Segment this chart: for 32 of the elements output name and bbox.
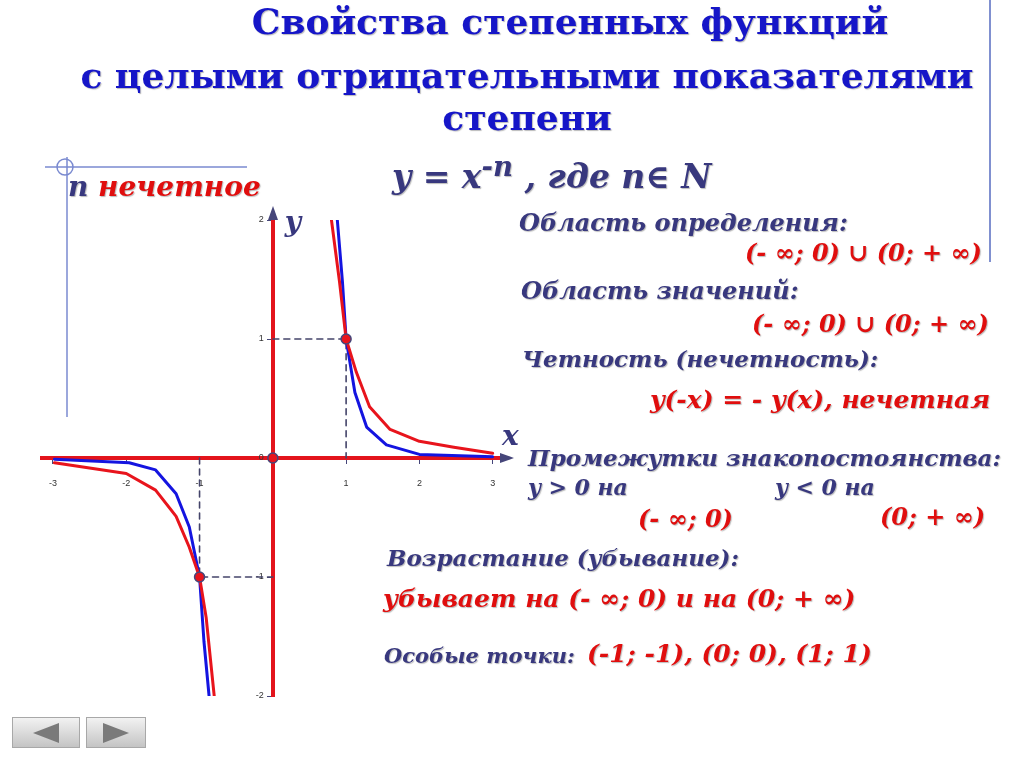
text: n нечетное — [68, 170, 261, 203]
y-axis-title: y — [283, 205, 303, 239]
text: (- ∞; 0) — [638, 504, 733, 533]
text: y > 0 на — [528, 474, 628, 500]
annotation: Особые точки: — [384, 643, 575, 668]
y-tick-label: 1 — [258, 333, 264, 344]
annotation: убывает на (- ∞; 0) и на (0; + ∞) — [383, 584, 856, 613]
chart-subtitle: с целыми отрицательными показателями степени — [79, 54, 975, 138]
x-tick-label: -3 — [48, 477, 57, 488]
chart-title: Свойства степенных функций — [251, 0, 889, 42]
text: Четность (нечетность): — [522, 345, 879, 372]
x-tick-label: -2 — [122, 477, 131, 488]
x-tick-label: 2 — [416, 477, 422, 488]
point — [193, 571, 206, 583]
x-tick-label: 1 — [343, 477, 349, 488]
point — [340, 333, 352, 345]
text: Область значений: — [521, 276, 799, 305]
annotation: Возрастание (убывание): — [387, 544, 739, 571]
text: (- ∞; 0) ∪ (0; + ∞) — [745, 238, 982, 267]
x-tick-label: 3 — [490, 477, 496, 488]
text: (0; + ∞) — [880, 502, 986, 531]
text: y(-x) = - y(x), нечетная — [650, 385, 991, 414]
text: y < 0 на — [775, 474, 875, 500]
y-tick-label: 2 — [258, 214, 264, 225]
text: Промежутки знакопостоянства: — [528, 444, 1001, 471]
text: y = x$^{-n}$ , где n∈ N — [392, 150, 712, 196]
y-tick-label: -2 — [255, 690, 264, 701]
text: (- ∞; 0) ∪ (0; + ∞) — [752, 309, 989, 338]
x-axis-title: x — [501, 419, 519, 453]
text: Область определения: — [519, 208, 848, 237]
y-tick-label: 0 — [258, 452, 264, 463]
text: (-1; -1), (0; 0), (1; 1) — [587, 639, 872, 668]
